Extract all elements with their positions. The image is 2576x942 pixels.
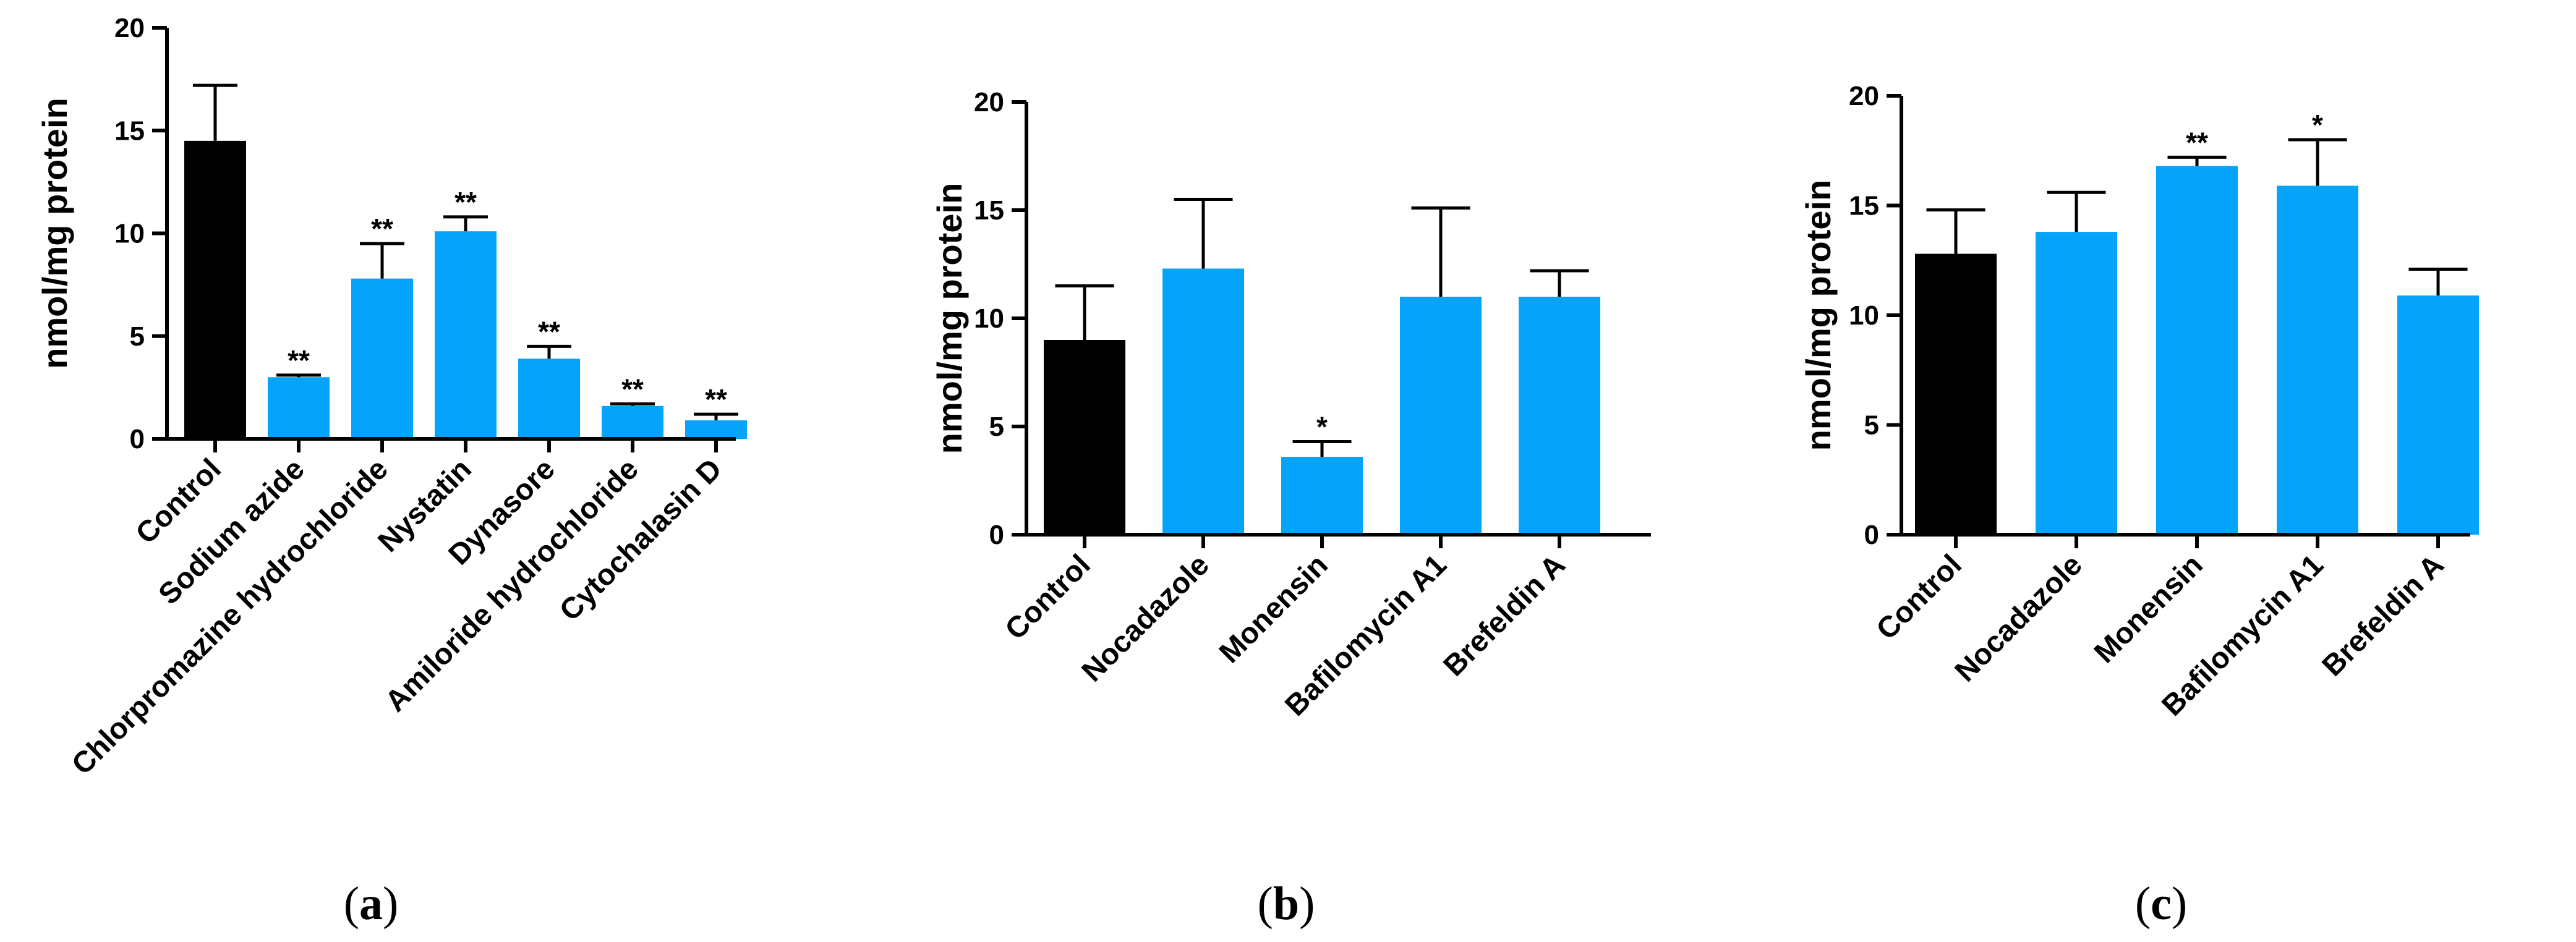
panel-label-close-paren: ) — [383, 878, 398, 930]
y-tick-label: 20 — [114, 13, 145, 43]
y-tick-label: 0 — [130, 424, 145, 454]
chart-panel-c: 0 5 10 15 20 nmol/mg protein ControlNocadazole… — [1799, 81, 2479, 930]
y-tick-label: 15 — [974, 195, 1004, 226]
significance-label: ** — [2186, 126, 2208, 158]
category-label: Control — [999, 548, 1097, 646]
bar-c-2 — [2156, 166, 2238, 535]
category-label: Control — [1870, 548, 1968, 646]
bar-a-2 — [351, 278, 413, 439]
bar-a-0 — [184, 140, 246, 439]
category-label: Brefeldin A — [1438, 548, 1572, 682]
category-label: Monensin — [1213, 548, 1334, 669]
bar-b-1 — [1162, 268, 1244, 535]
category-label: Sodium azide — [153, 452, 311, 611]
panel-label-open-paren: ( — [344, 878, 359, 930]
y-axis-label: nmol/mg protein — [930, 183, 969, 454]
category-label: Nocadazole — [1949, 548, 2089, 688]
panel-label: (c) — [2135, 878, 2187, 930]
significance-label: ** — [288, 344, 310, 376]
significance-label: ** — [538, 315, 560, 347]
bar-b-4 — [1519, 297, 1600, 535]
significance-label: ** — [454, 186, 477, 218]
y-tick-label: 5 — [130, 321, 145, 352]
bar-b-3 — [1400, 297, 1482, 535]
bar-a-6 — [685, 420, 747, 439]
panel-label-letter: a — [359, 878, 383, 930]
category-label: Monensin — [2088, 548, 2209, 669]
y-tick-label: 10 — [974, 303, 1004, 334]
panel-label-letter: c — [2151, 878, 2172, 930]
bar-b-2 — [1281, 457, 1363, 535]
significance-label: ** — [621, 373, 644, 405]
bar-a-1 — [268, 377, 330, 439]
category-label: Nocadazole — [1076, 548, 1216, 688]
significance-label: * — [1316, 411, 1328, 443]
significance-label: ** — [371, 213, 393, 245]
y-tick-label: 10 — [114, 219, 145, 249]
y-axis-label: nmol/mg protein — [35, 98, 74, 369]
y-tick-label: 0 — [1864, 520, 1879, 550]
bar-a-5 — [602, 405, 663, 439]
panel-label: (a) — [344, 878, 399, 930]
bar-a-4 — [518, 359, 580, 439]
y-tick-label: 15 — [1849, 191, 1879, 221]
bar-c-1 — [2036, 232, 2117, 535]
chart-panel-b: 0 5 10 15 20 nmol/mg protein ControlNocadazole… — [930, 87, 1651, 930]
panel-label-close-paren: ) — [1299, 878, 1315, 930]
y-axis-label: nmol/mg protein — [1799, 180, 1838, 451]
bar-c-0 — [1915, 253, 1997, 535]
panel-label-close-paren: ) — [2172, 878, 2187, 930]
category-label: Brefeldin A — [2316, 548, 2450, 682]
panel-label: (b) — [1258, 878, 1315, 930]
panel-label-letter: b — [1273, 878, 1299, 930]
bar-b-0 — [1044, 340, 1125, 535]
y-tick-label: 5 — [989, 412, 1004, 442]
y-tick-label: 0 — [989, 520, 1004, 550]
bar-a-3 — [435, 231, 497, 439]
panel-label-open-paren: ( — [2135, 878, 2151, 930]
bar-c-4 — [2397, 295, 2479, 535]
y-tick-label: 5 — [1864, 410, 1879, 441]
category-label: Chlorpromazine hydrochloride — [66, 452, 395, 781]
bar-c-3 — [2277, 185, 2358, 535]
y-tick-label: 15 — [114, 116, 145, 146]
y-tick-label: 20 — [974, 87, 1004, 117]
y-tick-label: 10 — [1849, 300, 1879, 331]
significance-label: * — [2312, 109, 2323, 141]
panel-label-open-paren: ( — [1258, 878, 1273, 930]
y-tick-label: 20 — [1849, 81, 1879, 111]
significance-label: ** — [705, 383, 727, 415]
